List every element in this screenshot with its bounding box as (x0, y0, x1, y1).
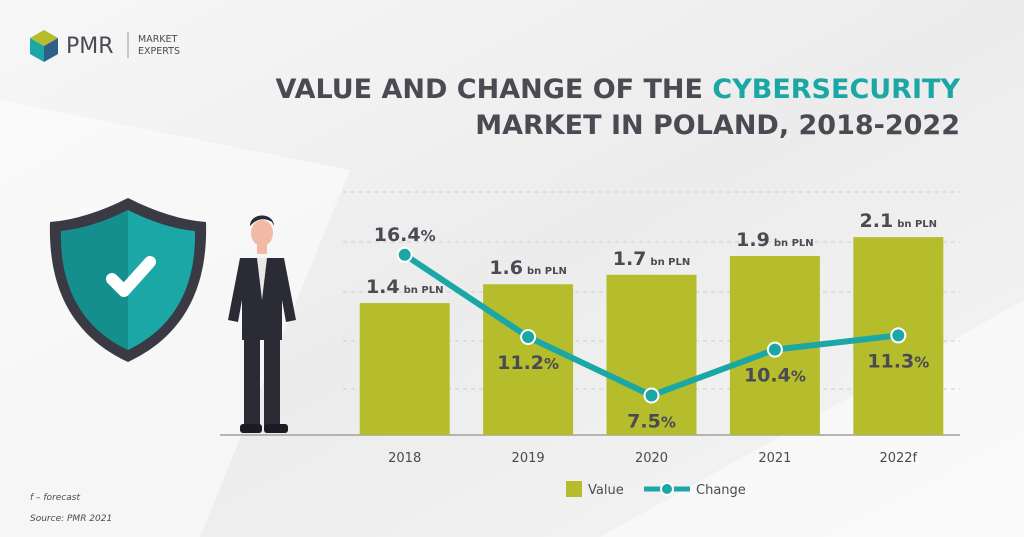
data-label-value: 1.4 (366, 276, 400, 298)
point (890, 327, 907, 344)
data-label-value: 7.5 (627, 410, 661, 432)
x-tick-label: 2018 (388, 451, 421, 466)
data-label-unit: % (544, 355, 559, 373)
x-tick-label: 2020 (635, 451, 668, 466)
x-tick-label: 2022f (879, 451, 917, 466)
data-label: 11.2% (497, 352, 559, 374)
data-label-value: 16.4 (374, 224, 421, 246)
footnote: f – forecast (30, 493, 80, 503)
point (520, 329, 537, 345)
x-tick-label: 2019 (512, 451, 545, 466)
legend-point (660, 482, 674, 496)
data-label-unit: % (421, 227, 436, 245)
data-label-value: 11.3 (867, 350, 914, 372)
data-label: 1.7 bn PLN (613, 248, 691, 270)
bar (606, 274, 697, 435)
logo-name: PMR (66, 34, 114, 59)
data-label: 1.4 bn PLN (366, 276, 444, 298)
data-label: 11.3% (867, 350, 929, 372)
data-label-unit: bn PLN (650, 257, 690, 268)
data-label-unit: % (914, 353, 929, 371)
data-label: 10.4% (744, 365, 806, 387)
data-label: 1.6 bn PLN (489, 257, 567, 279)
legend-label: Value (588, 483, 624, 498)
data-label-value: 2.1 (860, 210, 894, 232)
legend-label: Change (696, 483, 746, 498)
data-label: 1.9 bn PLN (736, 229, 814, 251)
data-label-unit: % (661, 413, 676, 431)
logo-line: MARKET (138, 34, 178, 45)
data-label: 7.5% (627, 410, 676, 432)
bar (483, 284, 574, 435)
data-label-value: 1.9 (736, 229, 770, 251)
bar (359, 303, 450, 435)
person-illustration (228, 215, 296, 433)
data-label-unit: bn PLN (774, 238, 814, 249)
data-label-value: 10.4 (744, 365, 791, 387)
logo: PMR MARKET EXPERTS (30, 30, 180, 62)
point (396, 246, 413, 263)
x-tick-label: 2021 (758, 451, 791, 466)
data-label-value: 1.7 (613, 248, 647, 270)
title-part: VALUE AND CHANGE OF THE (276, 74, 713, 105)
chart-title: VALUE AND CHANGE OF THE CYBERSECURITY (276, 74, 961, 105)
data-label-value: 1.6 (489, 257, 523, 279)
legend-swatch (566, 481, 582, 497)
source: Source: PMR 2021 (30, 514, 112, 524)
data-label: 2.1 bn PLN (860, 210, 938, 232)
title-highlight: CYBERSECURITY (712, 74, 960, 105)
point (643, 387, 660, 404)
data-label: 16.4% (374, 224, 436, 246)
shield-illustration (49, 198, 207, 362)
data-label-unit: % (791, 368, 806, 386)
logo-line: EXPERTS (138, 46, 180, 57)
data-label-unit: bn PLN (527, 266, 567, 277)
data-label-value: 11.2 (497, 352, 544, 374)
data-label-unit: bn PLN (897, 219, 937, 230)
point (766, 341, 783, 358)
data-label-unit: bn PLN (404, 285, 444, 296)
chart-title: MARKET IN POLAND, 2018-2022 (475, 110, 960, 141)
